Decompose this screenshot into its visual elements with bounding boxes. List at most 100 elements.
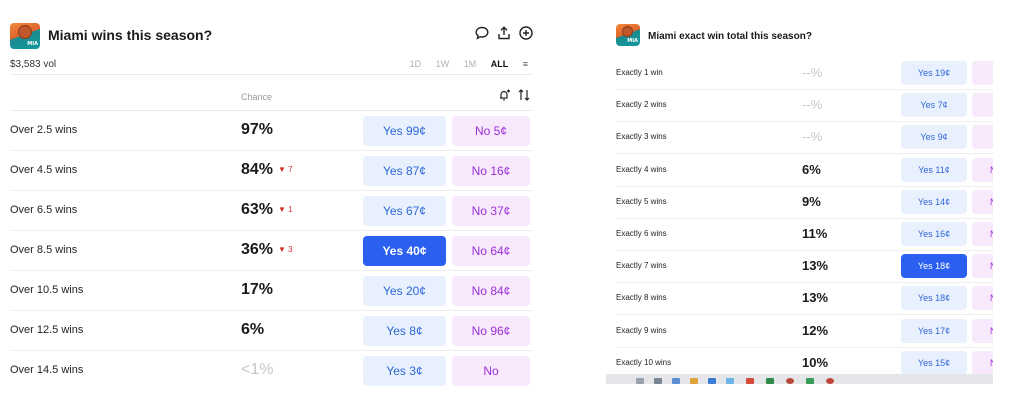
buy-no-button[interactable] — [972, 61, 993, 85]
range-1m[interactable]: 1M — [463, 59, 477, 69]
taskbar-app-icon[interactable] — [636, 378, 644, 384]
menu-icon[interactable]: ≡ — [522, 59, 528, 69]
chance-value: --% — [802, 65, 823, 80]
buy-no-button[interactable]: No 37¢ — [452, 196, 530, 226]
divider — [616, 217, 993, 219]
buy-no-button[interactable]: No 96¢ — [452, 316, 530, 346]
outcome-row[interactable]: Over 8.5 wins 36% ▼ 3 Yes 40¢ No 64¢ — [10, 231, 532, 271]
buy-yes-button[interactable]: Yes 16¢ — [901, 222, 967, 246]
outcome-row[interactable]: Over 10.5 wins 17% Yes 20¢ No 84¢ — [10, 271, 532, 311]
buy-no-button[interactable]: No 64¢ — [452, 236, 530, 266]
outcome-row[interactable]: Exactly 8 wins 13% Yes 18¢N — [616, 283, 993, 316]
chance-value: 17% — [241, 281, 274, 298]
buy-no-button[interactable] — [972, 125, 993, 150]
outcome-label: Over 8.5 wins — [10, 244, 78, 256]
buy-yes-button[interactable]: Yes 99¢ — [363, 116, 446, 146]
buy-yes-button[interactable]: Yes 11¢ — [901, 157, 967, 182]
chance-value: 12% — [802, 322, 829, 338]
divider — [10, 270, 532, 271]
chance-value: 36% — [241, 241, 274, 258]
buy-no-button[interactable]: N — [972, 189, 993, 214]
outcome-row[interactable]: Exactly 9 wins 12% Yes 17¢N — [616, 316, 993, 348]
outcome-row[interactable]: Exactly 4 wins 6% Yes 11¢N — [616, 155, 993, 187]
chance-change-down: ▼ 7 — [278, 165, 293, 174]
outcome-row[interactable]: Exactly 7 wins 13% Yes 18¢N — [616, 251, 993, 284]
team-logo-tag: MIA — [27, 41, 38, 47]
range-1d[interactable]: 1D — [409, 59, 422, 69]
divider — [616, 314, 993, 316]
range-all[interactable]: ALL — [490, 59, 509, 69]
taskbar-app-icon[interactable] — [654, 378, 662, 384]
outcome-label: Exactly 4 wins — [616, 164, 667, 174]
outcome-row[interactable]: Over 4.5 wins 84% ▼ 7 Yes 87¢ No 16¢ — [10, 151, 532, 191]
taskbar-app-icon[interactable] — [672, 378, 680, 384]
buy-no-button[interactable]: N — [972, 318, 993, 343]
comment-icon[interactable] — [474, 25, 490, 41]
buy-yes-button[interactable]: Yes 3¢ — [363, 356, 446, 386]
outcome-row[interactable]: Exactly 5 wins 9% Yes 14¢N — [616, 187, 993, 219]
buy-yes-button[interactable]: Yes 17¢ — [901, 318, 967, 343]
buy-yes-button[interactable]: Yes 8¢ — [363, 316, 446, 346]
buy-no-button[interactable]: No 16¢ — [452, 156, 530, 186]
market-title: Miami exact win total this season? — [648, 31, 812, 42]
market-panel-exact-wins: MIA Miami exact win total this season? E… — [606, 0, 993, 403]
add-circle-icon[interactable] — [518, 25, 534, 41]
sort-icon[interactable] — [517, 88, 531, 102]
buy-yes-button[interactable]: Yes 67¢ — [363, 196, 446, 226]
range-1w[interactable]: 1W — [435, 59, 450, 69]
buy-yes-button[interactable]: Yes 40¢ — [363, 236, 446, 266]
buy-no-button[interactable]: N — [972, 157, 993, 182]
buy-no-button[interactable]: No 5¢ — [452, 116, 530, 146]
buy-yes-button[interactable]: Yes 7¢ — [901, 93, 967, 118]
taskbar-app-icon[interactable] — [786, 378, 794, 384]
taskbar-app-icon[interactable] — [726, 378, 734, 384]
share-icon[interactable] — [496, 25, 512, 41]
divider — [616, 121, 993, 123]
outcome-label: Exactly 8 wins — [616, 293, 667, 303]
chance-value: --% — [802, 97, 823, 113]
bell-plus-icon[interactable] — [497, 88, 511, 102]
outcome-row[interactable]: Exactly 2 wins --% Yes 7¢ — [616, 90, 993, 123]
buy-no-button[interactable]: N — [972, 286, 993, 311]
divider — [10, 74, 532, 75]
chance-value: 97% — [241, 121, 274, 138]
outcome-row[interactable]: Exactly 6 wins 11% Yes 16¢N — [616, 219, 993, 251]
buy-no-button[interactable]: No — [452, 356, 530, 386]
outcome-label: Exactly 7 wins — [616, 261, 667, 271]
buy-no-button[interactable]: N — [972, 350, 993, 375]
buy-yes-button[interactable]: Yes 15¢ — [901, 350, 967, 375]
taskbar-app-icon[interactable] — [806, 378, 814, 384]
buy-yes-button[interactable]: Yes 18¢ — [901, 254, 967, 279]
buy-no-button[interactable] — [972, 93, 993, 118]
taskbar-app-icon[interactable] — [826, 378, 834, 384]
outcome-label: Over 10.5 wins — [10, 284, 84, 296]
outcome-row[interactable]: Over 14.5 wins <1% Yes 3¢ No — [10, 351, 532, 391]
taskbar-app-icon[interactable] — [690, 378, 698, 384]
chance-value: 84% — [241, 161, 274, 178]
chance-value: 6% — [802, 161, 821, 177]
basketball-icon — [622, 26, 633, 37]
buy-no-button[interactable]: N — [972, 254, 993, 279]
market-header: MIA Miami exact win total this season? — [616, 24, 993, 50]
outcome-row[interactable]: Exactly 10 wins 10% Yes 15¢N — [616, 348, 993, 380]
chance-value: --% — [802, 129, 823, 145]
taskbar-app-icon[interactable] — [708, 378, 716, 384]
buy-yes-button[interactable]: Yes 14¢ — [901, 189, 967, 214]
buy-no-button[interactable]: No 84¢ — [452, 276, 530, 306]
outcome-row[interactable]: Over 6.5 wins 63% ▼ 1 Yes 67¢ No 37¢ — [10, 191, 532, 231]
taskbar-app-icon[interactable] — [746, 378, 754, 384]
buy-yes-button[interactable]: Yes 9¢ — [901, 125, 967, 150]
outcome-row[interactable]: Over 2.5 wins 97% Yes 99¢ No 5¢ — [10, 111, 532, 151]
outcome-row[interactable]: Over 12.5 wins 6% Yes 8¢ No 96¢ — [10, 311, 532, 351]
buy-no-button[interactable]: N — [972, 222, 993, 246]
chance-change-down: ▼ 3 — [278, 245, 293, 254]
buy-yes-button[interactable]: Yes 19¢ — [901, 61, 967, 85]
buy-yes-button[interactable]: Yes 87¢ — [363, 156, 446, 186]
outcome-row[interactable]: Exactly 3 wins --% Yes 9¢ — [616, 122, 993, 155]
buy-yes-button[interactable]: Yes 18¢ — [901, 286, 967, 311]
comment-icon[interactable] — [990, 30, 993, 42]
chance-value: 13% — [802, 258, 829, 274]
taskbar-app-icon[interactable] — [766, 378, 774, 384]
outcome-row[interactable]: Exactly 1 win --% Yes 19¢ — [616, 58, 993, 90]
buy-yes-button[interactable]: Yes 20¢ — [363, 276, 446, 306]
